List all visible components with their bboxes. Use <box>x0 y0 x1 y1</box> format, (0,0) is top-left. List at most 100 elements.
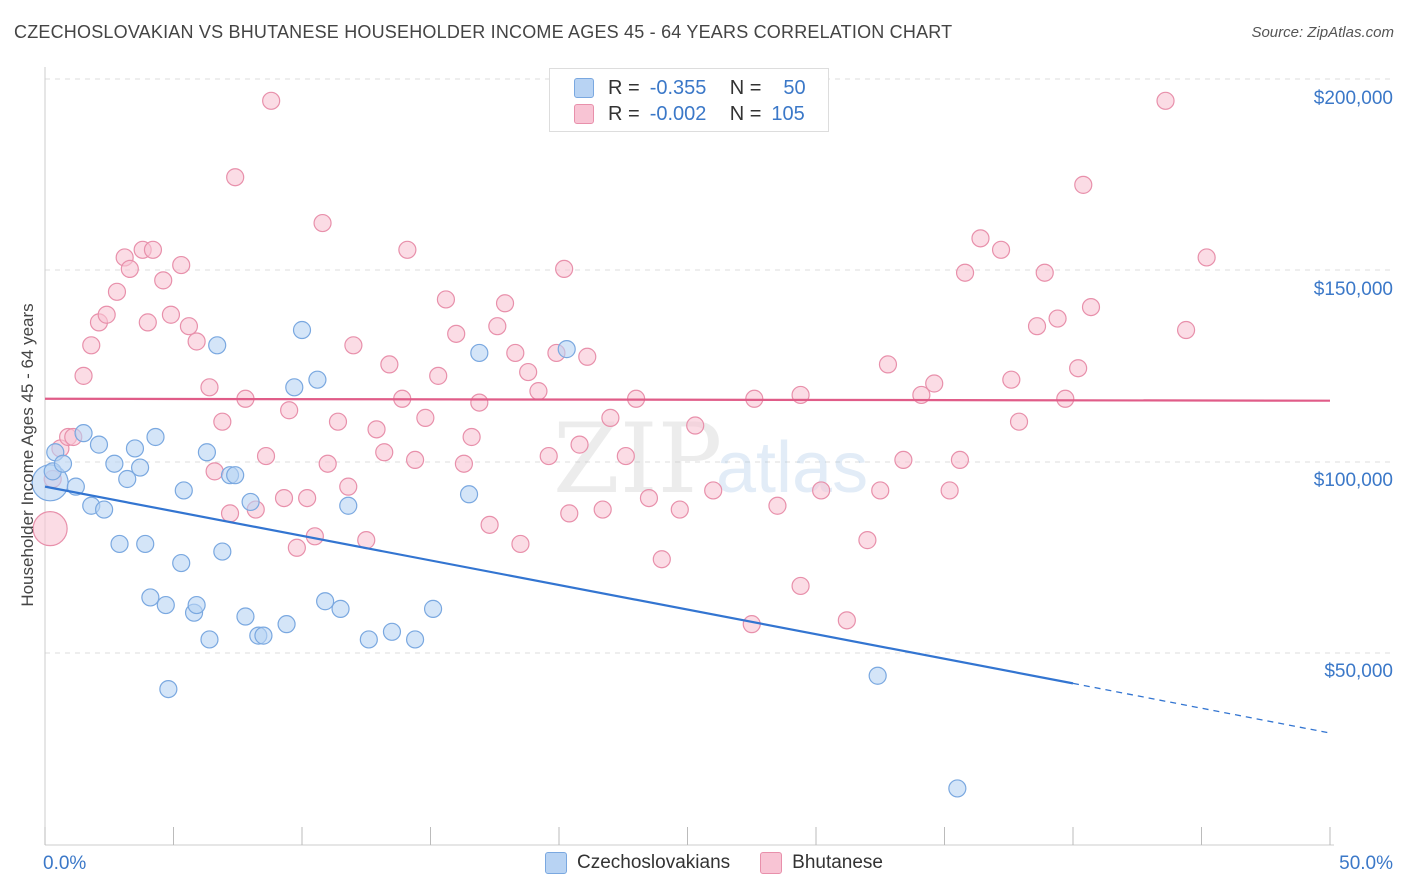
bhutanese-point <box>313 213 332 233</box>
bhutanese-point <box>1081 298 1101 317</box>
czechoslovakian-point <box>118 469 137 489</box>
bhutanese-point <box>32 511 68 547</box>
czechoslovakian-point <box>208 336 227 355</box>
czechoslovakian-point <box>89 435 109 454</box>
bhutanese-point <box>925 374 944 393</box>
czechoslovakian-point <box>146 427 165 447</box>
bhutanese-point <box>470 393 489 412</box>
x-tick-label: 50.0% <box>1339 853 1393 874</box>
legend-n-value: 105 <box>771 102 805 125</box>
czechoslovakian-trend-line <box>44 485 1074 685</box>
czechoslovakian-point <box>254 626 273 645</box>
legend-swatch-blue <box>545 852 567 874</box>
bhutanese-point <box>601 408 620 427</box>
czechoslovakian-point <box>316 592 335 611</box>
bhutanese-point <box>570 435 589 454</box>
bhutanese-point <box>1027 317 1047 336</box>
czechoslovakian-point <box>277 615 296 634</box>
czechoslovakian-point <box>236 607 255 626</box>
bhutanese-point <box>955 263 975 282</box>
czechoslovakian-point <box>156 595 175 615</box>
legend-label-bhutanese: Bhutanese <box>792 852 883 873</box>
bhutanese-point <box>940 481 959 500</box>
bhutanese-point <box>375 443 394 462</box>
czechoslovakian-point <box>95 500 114 519</box>
czechoslovakian-point <box>557 340 576 359</box>
bhutanese-points <box>32 91 1216 634</box>
bhutanese-point <box>462 427 481 447</box>
czechoslovakian-point <box>130 458 150 477</box>
trend-lines <box>44 397 1331 734</box>
bhutanese-point <box>991 240 1011 259</box>
czechoslovakian-point <box>868 666 887 685</box>
legend-n-value: 50 <box>783 76 806 99</box>
bhutanese-point <box>318 454 337 473</box>
bhutanese-point <box>971 229 990 248</box>
bhutanese-point <box>1035 263 1054 282</box>
bhutanese-point <box>878 355 898 374</box>
x-tick-label: 0.0% <box>43 853 86 874</box>
tick-labels: $200,000 $150,000 $100,000 $50,000 0.0% 50.0% <box>43 88 1393 874</box>
bhutanese-point <box>143 240 163 259</box>
gridlines <box>45 78 1395 654</box>
legend-row-bhutanese: R = -0.002 N = 105 <box>574 102 805 126</box>
bhutanese-point <box>768 496 787 515</box>
legend-row-czechoslovakians: R = -0.355 N = 50 <box>574 76 806 100</box>
bhutanese-point <box>670 500 689 519</box>
bhutanese-point <box>871 481 890 500</box>
bhutanese-point <box>205 462 224 481</box>
bhutanese-point <box>480 515 499 534</box>
bhutanese-point <box>593 500 612 519</box>
bhutanese-point <box>555 259 574 278</box>
bhutanese-trend-line <box>44 397 1331 402</box>
legend-r-label: R = <box>608 102 640 125</box>
y-tick-label: $200,000 <box>1314 88 1393 109</box>
legend-swatch-pink <box>760 852 783 874</box>
y-tick-label: $100,000 <box>1314 470 1393 491</box>
czechoslovakian-point <box>174 481 193 500</box>
czechoslovakian-point <box>136 534 155 554</box>
watermark-atlas: atlas <box>716 428 868 508</box>
czechoslovakian-point <box>53 454 73 473</box>
bhutanese-point <box>262 91 281 110</box>
correlation-legend: R = -0.355 N = 50 R = -0.002 N = 105 <box>549 68 829 132</box>
bhutanese-point <box>652 550 671 569</box>
czechoslovakian-point <box>470 343 489 363</box>
bhutanese-point <box>1069 359 1088 378</box>
legend-label-czechoslovakians: Czechoslovakians <box>577 852 731 873</box>
bhutanese-point <box>82 336 101 355</box>
bhutanese-point <box>894 450 913 469</box>
czechoslovakian-point <box>226 466 245 485</box>
czechoslovakian-point <box>308 370 327 389</box>
bhutanese-point <box>187 332 206 351</box>
bhutanese-point <box>837 611 856 630</box>
czechoslovakian-point <box>331 599 350 618</box>
bhutanese-point <box>1074 175 1093 194</box>
czechoslovakian-point <box>382 622 402 641</box>
chart-title: CZECHOSLOVAKIAN VS BHUTANESE HOUSEHOLDER… <box>14 22 953 42</box>
bhutanese-point <box>74 366 93 385</box>
bhutanese-point <box>172 255 191 275</box>
bhutanese-point <box>1197 248 1216 267</box>
czechoslovakian-point <box>141 588 160 607</box>
bhutanese-point <box>639 489 659 508</box>
czechoslovakian-point <box>172 553 191 573</box>
legend-item-bhutanese: Bhutanese <box>760 852 883 874</box>
bhutanese-point <box>519 362 538 382</box>
czechoslovakian-point <box>339 496 358 515</box>
bhutanese-point <box>1002 370 1021 389</box>
series-legend: Czechoslovakians Bhutanese <box>545 852 913 874</box>
bhutanese-point <box>686 416 705 435</box>
bhutanese-point <box>274 489 294 508</box>
bhutanese-point <box>1009 412 1029 431</box>
czechoslovakian-point <box>213 542 232 561</box>
bhutanese-point <box>506 343 525 363</box>
bhutanese-point <box>405 450 425 469</box>
bhutanese-point <box>578 347 597 366</box>
legend-r-label: R = <box>608 76 640 99</box>
bhutanese-point <box>447 324 466 343</box>
bhutanese-point <box>339 477 358 496</box>
bhutanese-point <box>138 313 157 332</box>
bhutanese-point <box>429 366 448 385</box>
bhutanese-point <box>529 382 548 401</box>
